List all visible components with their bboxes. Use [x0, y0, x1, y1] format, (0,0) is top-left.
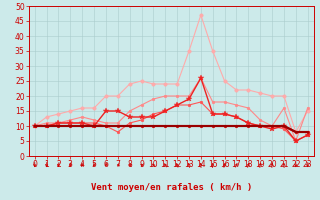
Text: Vent moyen/en rafales ( km/h ): Vent moyen/en rafales ( km/h )	[91, 183, 252, 192]
